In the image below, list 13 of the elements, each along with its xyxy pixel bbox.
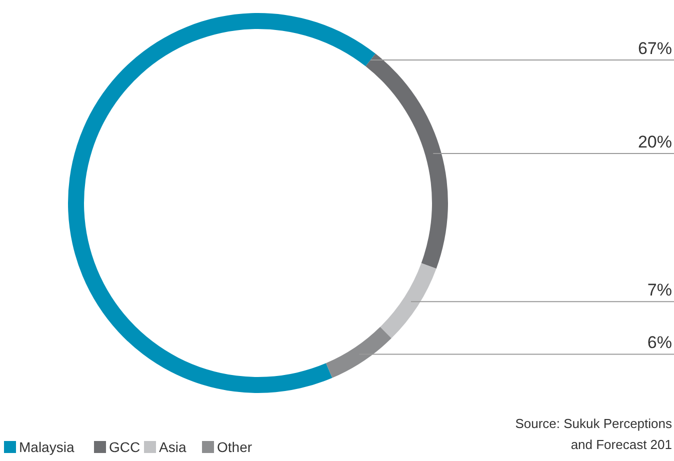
legend-label: Malaysia — [19, 439, 74, 455]
donut-slice — [68, 13, 376, 393]
data-label: 20% — [638, 132, 672, 152]
legend-label: GCC — [109, 439, 140, 455]
donut-slice — [380, 263, 436, 338]
data-label: 67% — [638, 38, 672, 58]
donut-slice — [366, 54, 448, 269]
data-label: 7% — [647, 280, 672, 300]
donut-slice — [326, 326, 392, 378]
legend-label: Asia — [159, 439, 186, 455]
source-note: Source: Sukuk Perceptions and Forecast 201 — [515, 416, 672, 452]
legend-label: Other — [217, 439, 252, 455]
data-label: 6% — [647, 333, 672, 352]
